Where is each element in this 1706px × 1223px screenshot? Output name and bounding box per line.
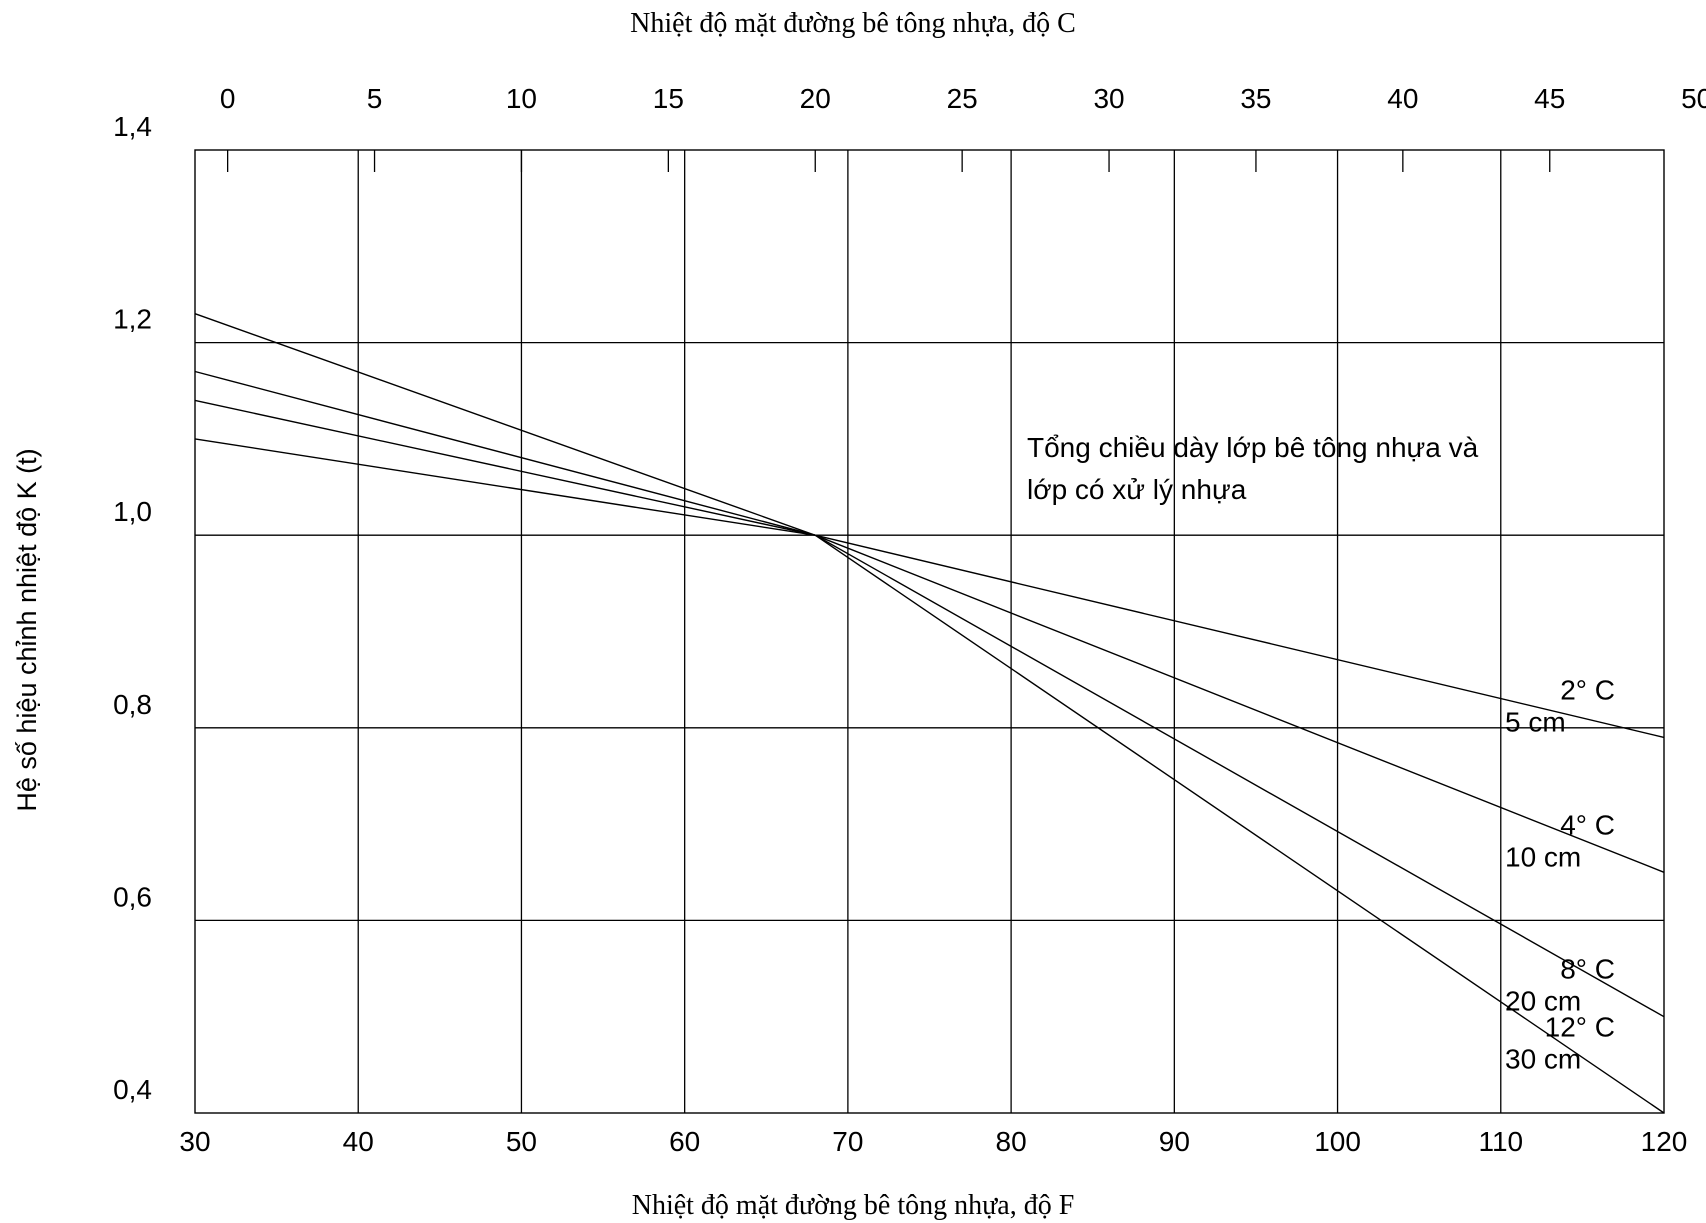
- series-thickness-label: 10 cm: [1505, 841, 1581, 872]
- y-tick-label: 1,2: [113, 304, 152, 335]
- series-lines: [194, 313, 1665, 1114]
- x2-tick-label: 30: [1093, 83, 1124, 114]
- x2-tick-label: 25: [947, 83, 978, 114]
- x2-tick-label: 40: [1387, 83, 1418, 114]
- x2-tick-label: 5: [367, 83, 383, 114]
- y-axis-title: Hệ số hiệu chỉnh nhiệt độ K (t): [12, 448, 42, 811]
- series-temp-label: 8° C: [1560, 954, 1615, 985]
- y-tick-label: 0,8: [113, 689, 152, 720]
- series-temp-label: 4° C: [1560, 809, 1615, 840]
- y-tick-label: 1,0: [113, 496, 152, 527]
- series-line: [194, 313, 1665, 1114]
- series-temp-label: 2° C: [1560, 674, 1615, 705]
- series-line: [194, 438, 1665, 739]
- tick-labels: 30 40 50 60 70 80 90 100 110 1200,40,60,81,01,21,…: [113, 83, 1706, 1157]
- y-tick-label: 0,6: [113, 881, 152, 912]
- x2-tick-label: 35: [1240, 83, 1271, 114]
- annotation-line-1: Tổng chiều dày lớp bê tông nhựa và: [1027, 432, 1479, 463]
- x2-tick-label: 20: [800, 83, 831, 114]
- x2-tick-label: 10: [506, 83, 537, 114]
- x2-tick-label: 15: [653, 83, 684, 114]
- x-tick-label: 80: [996, 1126, 1027, 1157]
- y-tick-label: 1,4: [113, 111, 152, 142]
- series-line: [194, 399, 1665, 873]
- series-thickness-label: 20 cm: [1505, 986, 1581, 1017]
- x-tick-label: 70: [832, 1126, 863, 1157]
- x2-tick-label: 50: [1681, 83, 1706, 114]
- series-thickness-label: 30 cm: [1505, 1043, 1581, 1074]
- plot-frame: [194, 149, 1665, 1114]
- series-thickness-label: 5 cm: [1505, 706, 1566, 737]
- series-temp-label: 12° C: [1545, 1011, 1615, 1042]
- x2-tick-label: 45: [1534, 83, 1565, 114]
- x-tick-label: 50: [506, 1126, 537, 1157]
- x-tick-label: 120: [1641, 1126, 1688, 1157]
- x-axis-title: Nhiệt độ mặt đường bê tông nhựa, độ F: [632, 1190, 1075, 1221]
- x-tick-label: 110: [1478, 1126, 1523, 1157]
- grid: [194, 149, 1665, 1114]
- x2-axis-title: Nhiệt độ mặt đường bê tông nhựa, độ C: [630, 8, 1076, 39]
- x2-tick-label: 0: [220, 83, 236, 114]
- x-tick-label: 60: [669, 1126, 700, 1157]
- x-tick-label: 90: [1159, 1126, 1190, 1157]
- annotation-line-2: lớp có xử lý nhựa: [1027, 474, 1247, 505]
- x-tick-label: 100: [1314, 1126, 1361, 1157]
- y-tick-label: 0,4: [113, 1074, 152, 1105]
- x-tick-label: 30: [179, 1126, 210, 1157]
- x-tick-label: 40: [343, 1126, 374, 1157]
